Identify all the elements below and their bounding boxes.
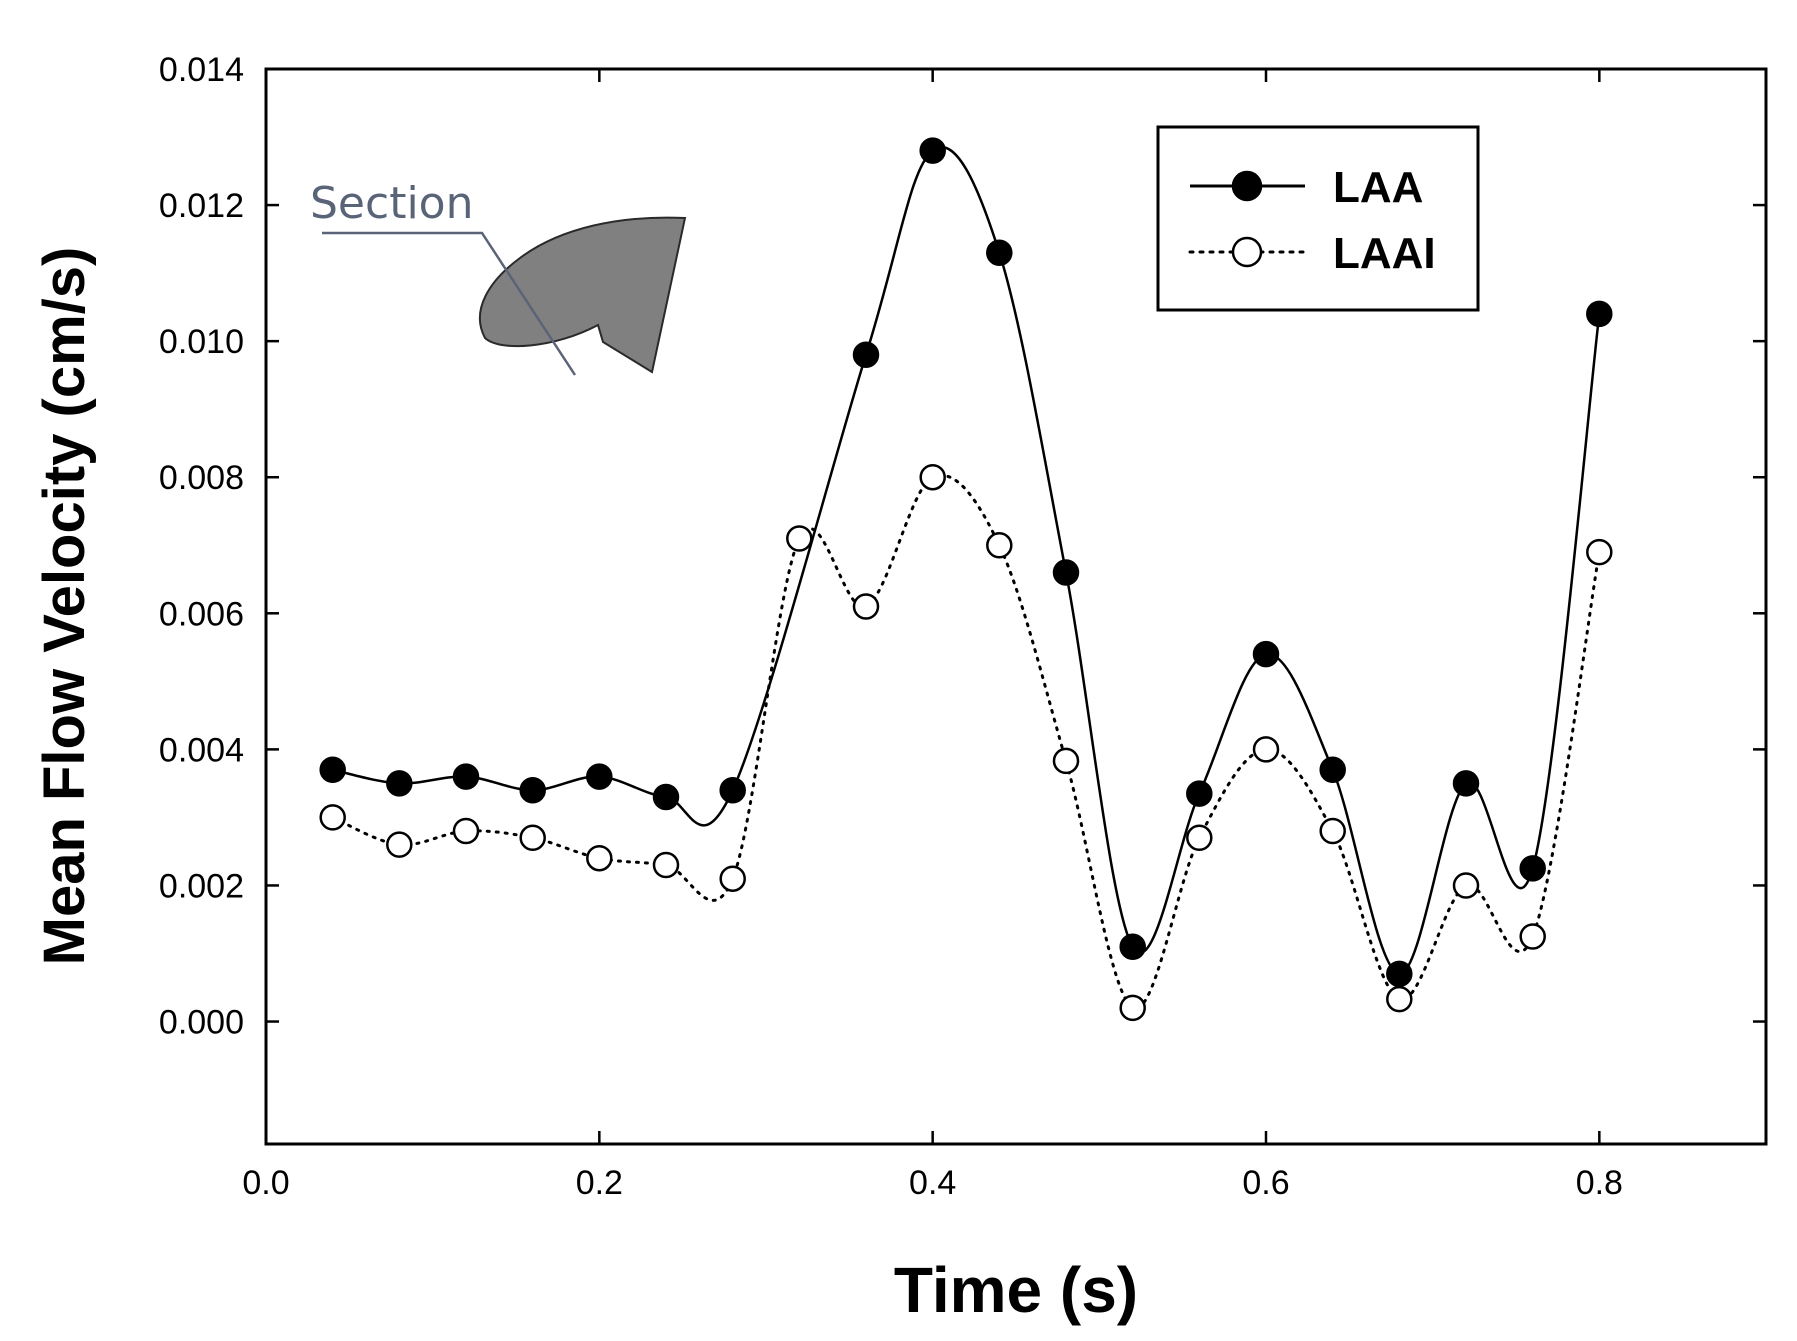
x-tick-label: 0.8	[1576, 1164, 1623, 1202]
data-point-laa	[519, 776, 546, 804]
section-inset: Section	[310, 178, 687, 376]
data-point-laai	[1386, 985, 1413, 1013]
legend-box	[1156, 125, 1480, 312]
series-layer	[319, 137, 1613, 1022]
data-point-laai	[1452, 872, 1480, 899]
x-tick-label: 0.6	[1242, 1164, 1289, 1202]
data-point-laai	[1252, 736, 1280, 763]
data-point-laai	[1186, 824, 1213, 852]
section-label: Section	[310, 178, 473, 229]
data-point-laa	[852, 341, 880, 369]
data-point-laai	[786, 525, 813, 552]
data-point-laa	[652, 783, 680, 811]
data-point-laa	[386, 770, 413, 797]
data-point-laa	[919, 137, 946, 164]
y-tick-label: 0.000	[159, 1004, 244, 1042]
data-point-laai	[1119, 994, 1146, 1022]
legend-laa-label: LAA	[1333, 163, 1423, 212]
data-point-laai	[1519, 923, 1546, 950]
data-point-laa	[1319, 756, 1346, 784]
data-point-laai	[386, 831, 413, 858]
data-point-laa	[1452, 770, 1480, 797]
data-point-laai	[852, 593, 880, 620]
plot-frame	[264, 67, 1768, 1146]
x-tick-label: 0.4	[909, 1164, 956, 1202]
data-point-laai	[519, 824, 546, 852]
x-axis-ticks: 0.0 0.2 0.4 0.6 0.8	[242, 69, 1623, 1202]
data-point-laa	[1252, 640, 1280, 668]
data-point-laa	[319, 756, 346, 784]
y-tick-label: 0.002	[159, 867, 244, 905]
y-tick-label: 0.012	[159, 187, 244, 225]
series-line-laa	[332, 146, 1601, 976]
data-point-laai	[586, 844, 613, 872]
data-point-laa	[719, 776, 746, 804]
data-point-laa	[1052, 559, 1080, 586]
data-point-laai	[652, 851, 680, 879]
legend: LAA LAAI	[1156, 125, 1480, 312]
data-point-laa	[1586, 300, 1613, 328]
y-axis-title: Mean Flow Velocity (cm/s)	[32, 247, 97, 966]
data-point-laai	[1319, 817, 1346, 845]
data-point-laai	[719, 865, 746, 892]
data-point-laai	[919, 463, 946, 491]
data-point-laa	[1119, 933, 1146, 960]
x-tick-label: 0.0	[242, 1164, 289, 1202]
data-point-laai	[1586, 538, 1613, 566]
data-point-laa	[452, 763, 480, 790]
legend-laai-marker	[1231, 236, 1263, 268]
y-axis-ticks: 0.000 0.002 0.004 0.006 0.008 0.010 0.012 0.014	[159, 51, 1766, 1042]
data-point-laai	[1052, 747, 1080, 775]
legend-laai-label: LAAI	[1333, 229, 1436, 278]
y-tick-label: 0.006	[159, 595, 244, 633]
y-tick-label: 0.004	[159, 731, 244, 769]
x-tick-label: 0.2	[576, 1164, 623, 1202]
series-line-laai	[331, 473, 1601, 1010]
y-tick-label: 0.014	[159, 51, 244, 89]
y-tick-label: 0.008	[159, 459, 244, 497]
x-axis-title: Time (s)	[894, 1254, 1138, 1326]
legend-laa-marker	[1231, 170, 1263, 202]
y-tick-label: 0.010	[159, 323, 244, 361]
data-point-laa	[586, 763, 613, 790]
data-point-laa	[986, 239, 1013, 266]
data-point-laa	[1519, 855, 1546, 882]
data-point-laai	[452, 817, 480, 845]
data-point-laai	[319, 804, 346, 831]
data-point-laa	[1186, 780, 1213, 807]
data-point-laai	[986, 532, 1013, 559]
section-shape	[479, 216, 687, 374]
section-leader-line	[322, 231, 577, 376]
data-point-laa	[1386, 960, 1413, 988]
